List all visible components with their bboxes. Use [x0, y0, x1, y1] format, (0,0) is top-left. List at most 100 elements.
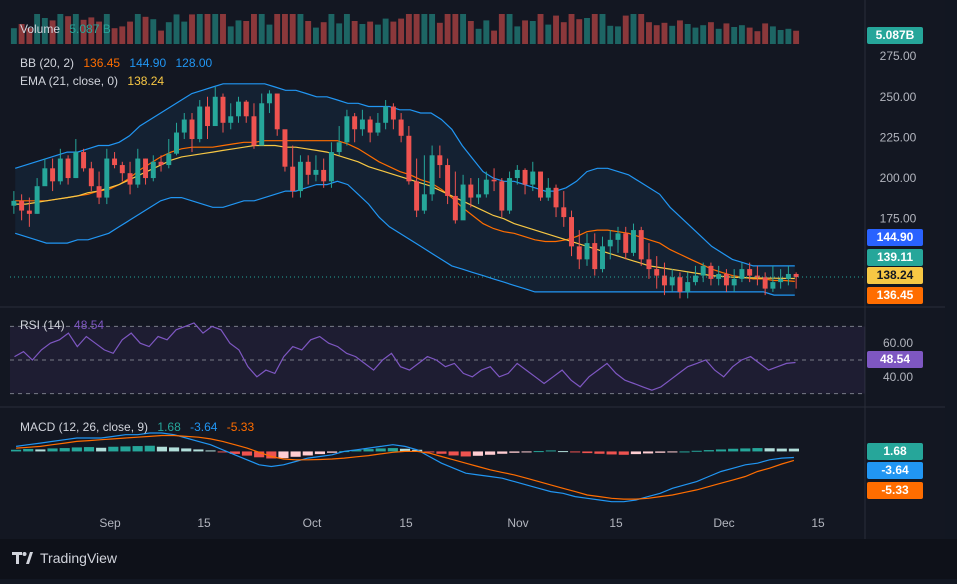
- candle-body: [313, 169, 319, 175]
- candle-body: [251, 116, 257, 146]
- volume-bar: [274, 14, 281, 44]
- volume-bar: [746, 27, 753, 44]
- volume-bar: [235, 20, 242, 44]
- price-y-tick: 175.00: [880, 212, 917, 226]
- candle-body: [398, 119, 404, 136]
- volume-bar: [34, 14, 41, 44]
- macd-histogram-bar: [290, 451, 301, 457]
- candle-body: [205, 106, 210, 127]
- macd-histogram-bar: [327, 451, 338, 453]
- volume-bar: [119, 26, 126, 44]
- x-axis-tick: Sep: [99, 516, 121, 530]
- volume-bar: [700, 25, 707, 44]
- macd-histogram-bar: [412, 449, 423, 452]
- candle-body: [143, 158, 149, 179]
- candle-body: [530, 171, 536, 185]
- volume-bar: [638, 14, 645, 44]
- candle-body: [158, 161, 164, 166]
- volume-bar: [65, 16, 72, 44]
- candle-body: [778, 278, 784, 283]
- volume-bar: [553, 15, 559, 44]
- macd-histogram-bar: [314, 451, 325, 455]
- macd-line: [16, 432, 794, 503]
- candle-body: [65, 158, 71, 179]
- candle-body: [321, 169, 327, 182]
- candle-body: [638, 230, 644, 260]
- candle-body: [181, 119, 187, 133]
- volume-bar: [622, 15, 629, 44]
- volume-bar: [607, 25, 614, 44]
- candle-body: [104, 158, 110, 198]
- volume-bar: [413, 14, 420, 44]
- macd-histogram-bar: [363, 449, 374, 452]
- ema-legend: EMA (21, close, 0) 138.24: [20, 74, 170, 88]
- macd-histogram-bar: [108, 446, 119, 452]
- candle-body: [220, 96, 226, 123]
- volume-bar: [227, 26, 234, 44]
- candle-body: [754, 275, 760, 278]
- candle-body: [514, 169, 520, 179]
- candle-body: [414, 181, 420, 211]
- candle-body: [700, 265, 706, 276]
- volume-bar: [684, 24, 691, 44]
- candle-body: [437, 155, 443, 166]
- volume-bar: [266, 24, 273, 44]
- volume-bar: [258, 14, 265, 44]
- macd-histogram-bar: [11, 449, 22, 452]
- candle-body: [174, 132, 179, 154]
- candle-body: [421, 194, 427, 211]
- volume-bar: [677, 20, 683, 44]
- volume-bar: [405, 14, 412, 44]
- macd-histogram-bar: [302, 451, 313, 456]
- candle-body: [569, 217, 574, 247]
- volume-bar: [181, 21, 188, 44]
- candle-body: [522, 169, 528, 185]
- brand[interactable]: TradingView: [12, 550, 117, 566]
- volume-bar: [165, 22, 172, 44]
- bb-label: BB (20, 2): [20, 56, 75, 70]
- volume-bar: [653, 25, 660, 44]
- macd-histogram-bar: [59, 448, 70, 452]
- volume-bar: [80, 19, 87, 44]
- volume-bar: [320, 22, 327, 44]
- macd-histogram-bar: [83, 447, 95, 452]
- macd-line-value: -3.64: [190, 420, 218, 434]
- ema-label: EMA (21, close, 0): [20, 74, 119, 88]
- candle-body: [352, 116, 358, 130]
- price-y-tick: 275.00: [880, 49, 917, 63]
- volume-bar: [351, 21, 358, 44]
- candle-body: [266, 93, 272, 104]
- macd-histogram-bar: [521, 451, 532, 453]
- macd-histogram-bar: [728, 448, 739, 452]
- candle-body: [112, 158, 118, 166]
- candle-body: [375, 122, 381, 133]
- macd-histogram-bar: [229, 451, 240, 454]
- candle-body: [328, 152, 334, 182]
- candle-body: [731, 278, 737, 286]
- candle-body: [669, 277, 675, 286]
- candle-body: [584, 243, 590, 260]
- volume-bar: [336, 23, 343, 44]
- volume-tag: 5.087B: [867, 27, 923, 44]
- candle-body: [57, 158, 63, 182]
- macd-histogram-bar: [278, 451, 289, 459]
- x-axis-tick: Dec: [713, 516, 734, 530]
- candle-body: [50, 168, 56, 182]
- macd-histogram-bar: [375, 448, 386, 452]
- candle-body: [607, 239, 613, 247]
- volume-bar: [762, 23, 769, 44]
- volume-bar: [731, 27, 738, 44]
- macd-histogram-bar: [788, 448, 799, 452]
- volume-bar: [429, 14, 436, 44]
- candle-body: [212, 96, 218, 127]
- volume-bar: [49, 20, 56, 44]
- candle-body: [708, 265, 714, 279]
- candle-body: [468, 184, 474, 198]
- macd-signal-tag: -5.33: [867, 482, 923, 499]
- candle-body: [723, 273, 729, 286]
- macd-histogram-bar: [752, 448, 763, 452]
- macd-signal-value: -5.33: [226, 420, 255, 434]
- volume-bar: [367, 21, 374, 44]
